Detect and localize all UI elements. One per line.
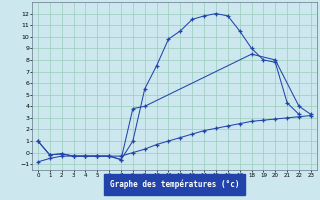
X-axis label: Graphe des températures (°c): Graphe des températures (°c) xyxy=(110,180,239,189)
